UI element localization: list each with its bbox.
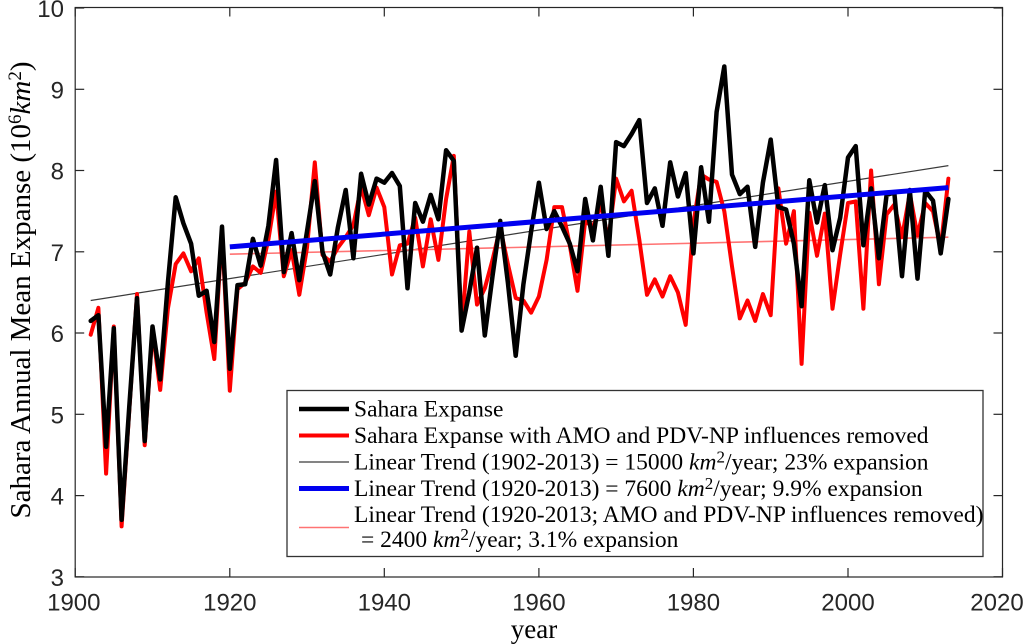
svg-text:Sahara Expanse with AMO and PD: Sahara Expanse with AMO and PDV-NP influ… (354, 423, 929, 449)
svg-text:1920: 1920 (203, 590, 256, 617)
svg-text:Linear Trend (1920-2013; AMO a: Linear Trend (1920-2013; AMO and PDV-NP … (354, 502, 983, 528)
svg-text:year: year (511, 614, 557, 644)
svg-text:6: 6 (51, 321, 64, 348)
svg-text:2000: 2000 (821, 590, 874, 617)
svg-text:Linear Trend (1920-2013) = 760: Linear Trend (1920-2013) = 7600 km2/year… (354, 474, 923, 502)
svg-text:1900: 1900 (47, 590, 100, 617)
svg-text:1960: 1960 (512, 590, 565, 617)
svg-text:4: 4 (51, 484, 64, 511)
svg-text:1940: 1940 (358, 590, 411, 617)
svg-text:9: 9 (51, 77, 64, 104)
svg-text:Linear Trend (1902-2013) = 150: Linear Trend (1902-2013) = 15000 km2/yea… (354, 448, 929, 476)
svg-text:2020: 2020 (970, 590, 1023, 617)
svg-text:= 2400 km2/year; 3.1% expansio: = 2400 km2/year; 3.1% expansion (361, 525, 679, 553)
svg-text:Sahara Expanse: Sahara Expanse (354, 397, 503, 423)
svg-text:1980: 1980 (667, 590, 720, 617)
svg-text:Sahara Annual Mean Expanse (10: Sahara Annual Mean Expanse (106km2) (5, 61, 37, 518)
svg-text:7: 7 (51, 240, 64, 267)
svg-text:10: 10 (37, 0, 64, 23)
svg-text:5: 5 (51, 402, 64, 429)
svg-text:3: 3 (51, 565, 64, 592)
svg-text:8: 8 (51, 159, 64, 186)
